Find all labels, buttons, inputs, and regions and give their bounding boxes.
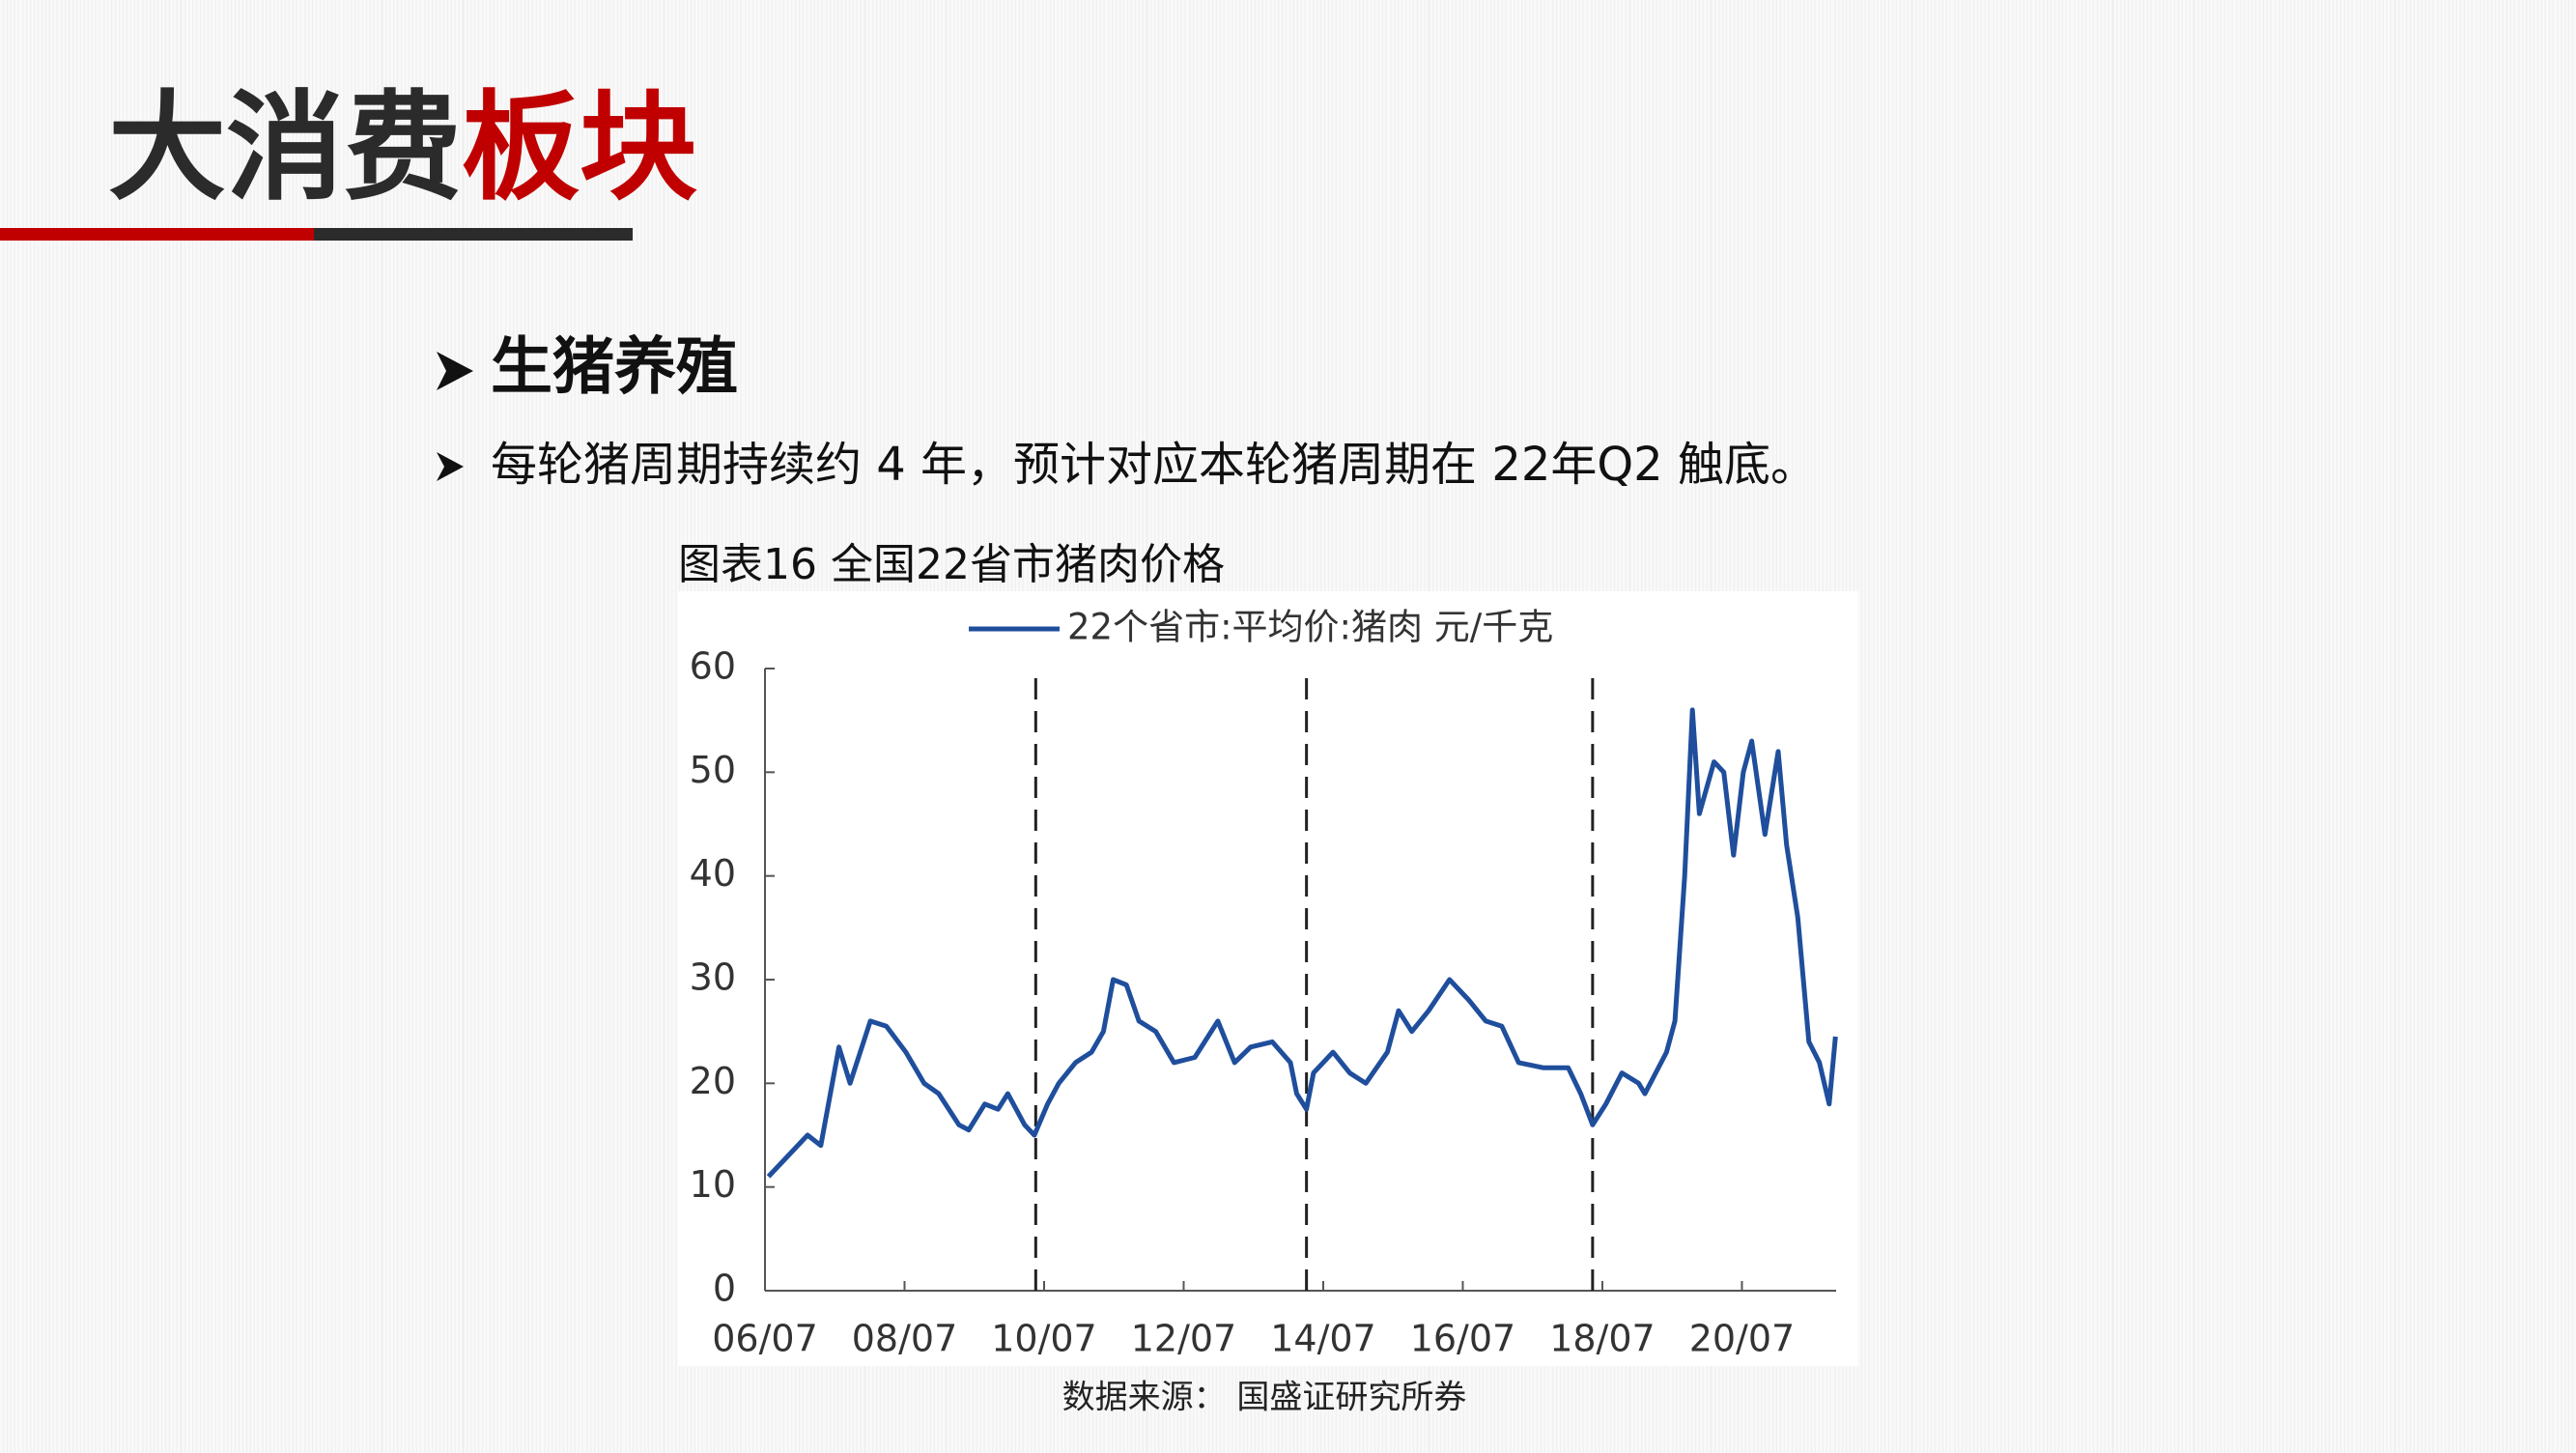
chart-panel — [678, 591, 1858, 1366]
bullet-heading: 生猪养殖 — [491, 332, 738, 404]
slide-title: 大消费板块 — [108, 79, 697, 216]
x-tick-label: 12/07 — [1131, 1318, 1237, 1360]
bullet-arrow — [437, 452, 464, 481]
underline-dark — [314, 228, 633, 241]
y-tick-label: 60 — [690, 645, 736, 688]
y-tick-label: 30 — [690, 956, 736, 999]
x-tick-label: 06/07 — [712, 1318, 818, 1360]
bullet-arrow — [437, 352, 473, 390]
underline-red — [0, 228, 314, 241]
x-tick-label: 14/07 — [1270, 1318, 1376, 1360]
y-tick-label: 10 — [690, 1163, 736, 1206]
price-line — [766, 707, 1838, 1179]
legend-label: 22个省市:平均价:猪肉 元/千克 — [1067, 607, 1553, 648]
y-tick-label: 20 — [690, 1060, 736, 1102]
chart-caption: 图表16 全国22省市猪肉价格 — [678, 540, 1225, 589]
x-tick-label: 20/07 — [1689, 1318, 1796, 1360]
bullet-text: 每轮猪周期持续约 4 年，预计对应本轮猪周期在 22年Q2 触底。 — [491, 438, 1817, 492]
x-tick-label: 18/07 — [1549, 1318, 1656, 1360]
source-note: 数据来源： 国盛证研究所券 — [1062, 1379, 1467, 1417]
y-tick-label: 50 — [690, 749, 736, 791]
x-tick-label: 10/07 — [991, 1318, 1097, 1360]
title-dark: 大消费 — [108, 79, 462, 216]
title-red: 板块 — [462, 79, 697, 216]
y-tick-label: 40 — [690, 852, 736, 895]
x-tick-label: 16/07 — [1410, 1318, 1516, 1360]
y-tick-label: 0 — [713, 1268, 736, 1310]
x-tick-label: 08/07 — [852, 1318, 958, 1360]
